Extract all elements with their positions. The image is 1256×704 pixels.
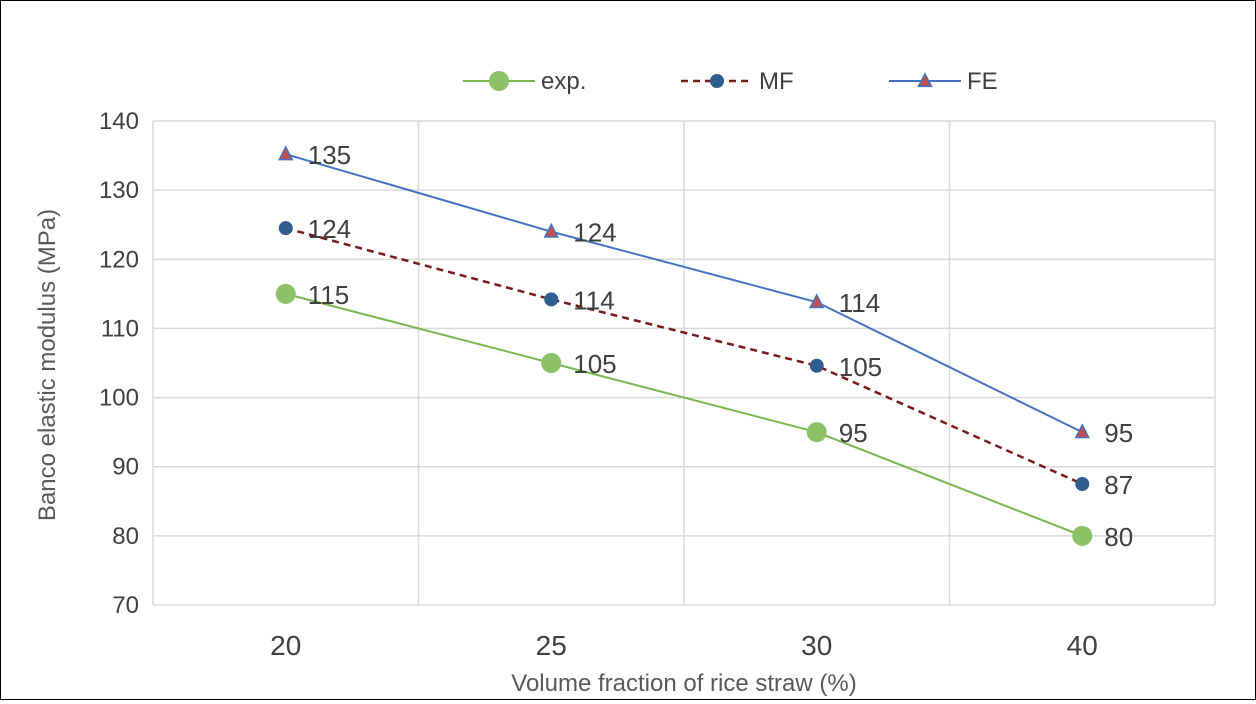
data-point	[1072, 525, 1093, 546]
series-line	[285, 153, 1083, 434]
y-tick-label: 120	[99, 246, 139, 273]
data-point	[275, 283, 296, 304]
data-label: 135	[308, 140, 351, 170]
data-label: 124	[573, 218, 616, 248]
x-tick-label: 30	[801, 630, 832, 661]
x-tick-label: 40	[1067, 630, 1098, 661]
data-point-triangle	[278, 145, 294, 161]
x-tick-label: 20	[270, 630, 301, 661]
legend-label: FE	[967, 68, 998, 95]
series-line	[285, 226, 1083, 486]
y-tick-label: 130	[99, 177, 139, 204]
data-point-triangle	[1074, 423, 1090, 439]
data-point	[541, 353, 562, 373]
legend-label: MF	[759, 68, 794, 95]
data-point-triangle	[543, 222, 559, 238]
data-point-triangle	[809, 293, 825, 309]
series-group: 115 105 95 80 124 114 105 87 135 124 114 95	[275, 140, 1133, 552]
series-mf: 124 114 105 87	[278, 214, 1133, 500]
data-point	[809, 358, 824, 373]
y-tick-label: 110	[101, 315, 139, 342]
legend-marker	[917, 72, 933, 88]
legend-marker	[710, 74, 724, 88]
y-tick-label: 100	[99, 385, 139, 412]
data-point	[1075, 477, 1090, 491]
y-tick-label: 90	[112, 454, 139, 481]
series-fe: 135 124 114 95	[278, 140, 1133, 448]
data-label: 87	[1104, 470, 1133, 500]
data-label: 114	[573, 285, 614, 315]
legend-item: MF	[681, 68, 794, 95]
data-point	[806, 422, 827, 443]
y-axis-title: Banco elastic modulus (MPa)	[34, 209, 61, 521]
y-tick-label: 140	[99, 108, 139, 135]
legend-item: FE	[889, 68, 998, 95]
legend: exp. MF FE	[463, 68, 998, 95]
data-label: 105	[573, 349, 616, 379]
data-label: 115	[308, 280, 349, 310]
y-tick-label: 70	[112, 592, 139, 619]
series-exp: 115 105 95 80	[275, 280, 1133, 552]
axes: 70 80 90 100 110 120 130 140 20 25 30 40	[99, 108, 1098, 661]
data-point	[544, 292, 559, 307]
data-label: 95	[1104, 418, 1133, 448]
x-tick-label: 25	[536, 630, 567, 661]
x-axis-title: Volume fraction of rice straw (%)	[511, 670, 856, 697]
data-label: 105	[839, 352, 882, 382]
legend-marker	[489, 71, 509, 91]
legend-item: exp.	[463, 68, 586, 95]
data-label: 114	[839, 288, 880, 318]
series-line	[285, 292, 1083, 537]
data-label: 124	[308, 214, 351, 244]
data-point	[278, 221, 293, 236]
data-label: 80	[1104, 522, 1133, 552]
grid-lines	[152, 120, 1216, 606]
y-tick-label: 80	[112, 523, 139, 550]
data-label: 95	[839, 418, 868, 448]
legend-label: exp.	[541, 68, 586, 95]
